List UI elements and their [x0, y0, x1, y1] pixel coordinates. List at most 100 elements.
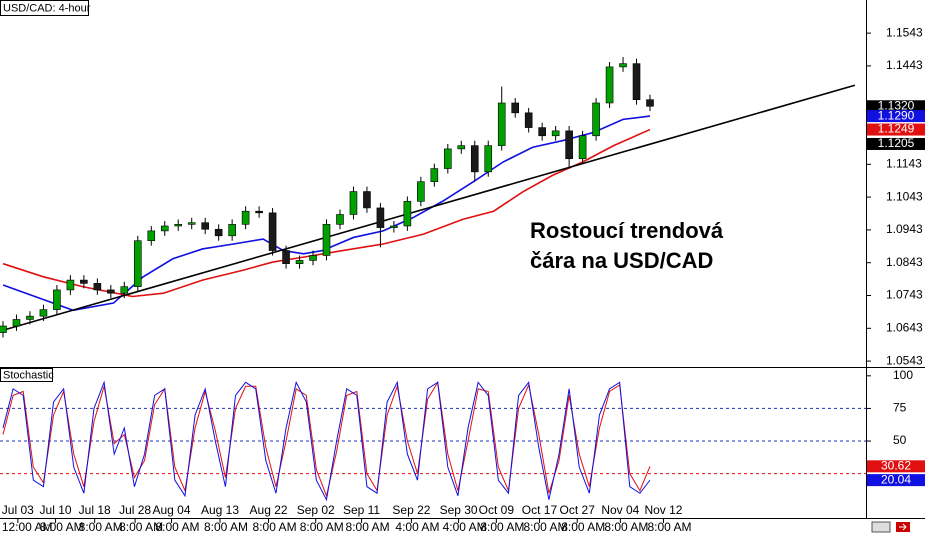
x-tick-label: Jul 03 — [2, 503, 34, 517]
value-tag-label: 20.04 — [881, 472, 911, 486]
candle-body — [133, 240, 142, 287]
time-label: 8:00 AM — [300, 520, 344, 534]
price-tag-label: 1.1290 — [878, 108, 915, 122]
time-label: 8:00 AM — [204, 520, 248, 534]
x-tick-label: Sep 02 — [297, 503, 335, 517]
price-tag — [867, 137, 925, 150]
x-tick-label: Nov 12 — [644, 503, 682, 517]
x-tick-label: Aug 13 — [201, 503, 239, 517]
candle-body — [80, 279, 88, 284]
candle-body — [26, 315, 34, 320]
candle-body — [53, 289, 61, 310]
price-tag — [867, 110, 925, 123]
candle-body — [295, 260, 304, 264]
stochastic-line — [2, 380, 651, 498]
candle-body — [147, 230, 156, 242]
x-tick-label: Sep 11 — [343, 503, 380, 517]
x-tick-label: Sep 30 — [440, 503, 478, 517]
candle-body — [511, 102, 520, 114]
candle-body — [201, 222, 209, 230]
time-label: 8:00 AM — [40, 520, 84, 534]
y-tick-label: 1.0543 — [886, 353, 923, 367]
candle-body — [457, 145, 466, 150]
candle-body — [538, 127, 546, 137]
y-tick-label: 1.0743 — [886, 288, 923, 302]
candle-body — [120, 286, 129, 294]
candle-body — [160, 225, 169, 232]
title-box — [0, 0, 89, 16]
x-tick-label: Jul 28 — [119, 503, 151, 517]
scroll-icon[interactable] — [871, 521, 891, 533]
candle-body — [619, 63, 627, 68]
time-label: 8:00 AM — [346, 520, 390, 534]
candle-body — [12, 319, 21, 327]
moving-average — [2, 115, 651, 312]
x-tick-label: Sep 22 — [392, 503, 430, 517]
time-label: 12:00 AM — [2, 520, 53, 534]
time-label: 8:00 AM — [253, 520, 297, 534]
candle-body — [605, 66, 614, 104]
candle-body — [336, 214, 344, 225]
y-tick-label: 1.1543 — [886, 25, 923, 39]
candle-body — [551, 130, 560, 137]
candle-body — [470, 145, 479, 173]
time-label: 4:00 AM — [443, 520, 487, 534]
y-tick-label: 75 — [893, 401, 907, 415]
candle-body — [39, 309, 48, 317]
candle-body — [66, 279, 75, 291]
annotation: Rostoucí trendová — [530, 218, 724, 243]
candle-body — [376, 207, 385, 228]
candle-body — [174, 224, 183, 227]
value-tag — [867, 474, 925, 487]
candle-body — [268, 212, 277, 251]
time-label: 8:00 AM — [647, 520, 691, 534]
x-tick-label: Oct 27 — [560, 503, 596, 517]
candle-body — [309, 255, 317, 261]
time-label: 8:00 AM — [604, 520, 648, 534]
candle-body — [646, 99, 654, 107]
x-tick-label: Oct 17 — [522, 503, 558, 517]
x-tick-label: Jul 10 — [40, 503, 72, 517]
candle-body — [565, 130, 573, 160]
x-tick-label: Nov 04 — [601, 503, 639, 517]
candle-body — [349, 191, 358, 215]
chart-title: USD/CAD: 4-hour — [3, 2, 91, 14]
candle-body — [0, 325, 7, 333]
candle-body — [524, 112, 533, 128]
candle-body — [255, 210, 263, 214]
candle-body — [282, 250, 290, 264]
annotation: čára na USD/CAD — [530, 248, 713, 273]
candle-body — [632, 63, 641, 101]
candle-body — [403, 201, 412, 227]
time-label: 8:00 AM — [79, 520, 123, 534]
trendline — [2, 84, 856, 332]
y-tick-label: 1.1443 — [886, 58, 923, 72]
indicator-title: Stochastic — [3, 369, 54, 381]
candle-body — [592, 102, 600, 137]
candle-body — [417, 181, 425, 202]
time-label: 8:00 AM — [119, 520, 163, 534]
y-tick-label: 50 — [893, 433, 907, 447]
candle-body — [228, 224, 236, 237]
price-tag-label: 1.1249 — [878, 122, 915, 136]
price-tag-label: 1.1205 — [878, 136, 915, 150]
y-tick-label: 100 — [893, 368, 913, 382]
candle-body — [187, 222, 196, 225]
value-tag-label: 30.62 — [881, 458, 911, 472]
stochastic-line — [2, 380, 651, 502]
price-tag — [867, 100, 925, 113]
candle-body — [390, 225, 398, 228]
y-tick-label: 1.0943 — [886, 222, 923, 236]
candle-body — [107, 289, 115, 294]
time-label: 8:00 AM — [155, 520, 199, 534]
candle-body — [241, 210, 250, 225]
candle-body — [322, 224, 331, 256]
indicator-box — [0, 368, 53, 382]
time-label: 8:00 AM — [480, 520, 524, 534]
value-tag — [867, 460, 925, 473]
x-tick-label: Aug 22 — [250, 503, 288, 517]
candle-body — [430, 168, 439, 182]
time-label: 8:00 AM — [523, 520, 567, 534]
candle-body — [214, 228, 223, 237]
